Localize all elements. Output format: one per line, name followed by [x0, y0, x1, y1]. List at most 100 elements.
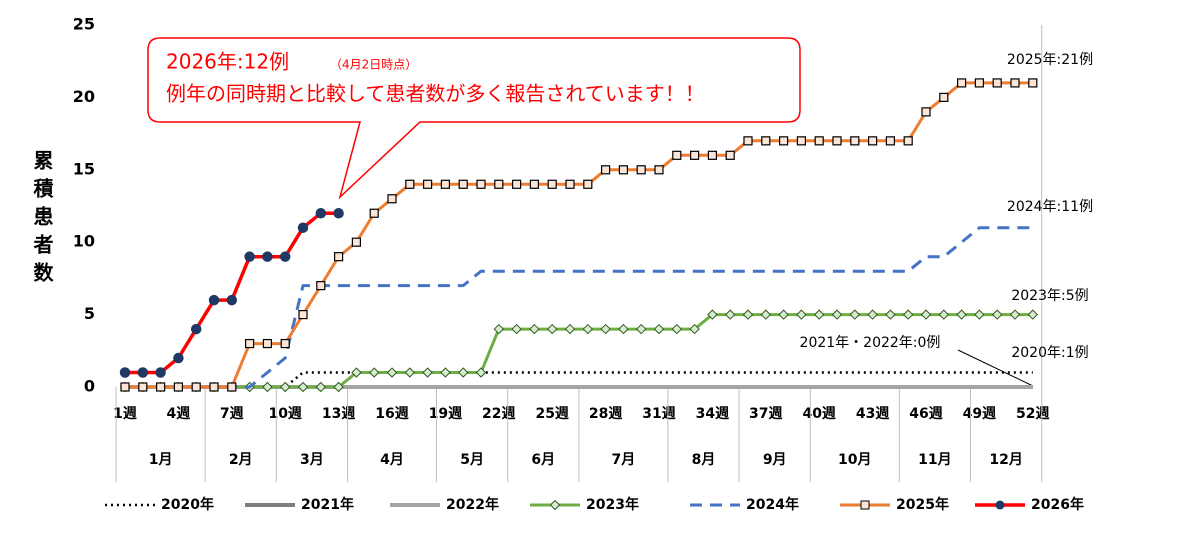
y-tick-label: 10 — [73, 232, 95, 251]
point — [867, 309, 878, 320]
point — [227, 382, 237, 392]
annotation: 2021年・2022年:0例 — [800, 335, 941, 351]
point — [156, 382, 166, 392]
point — [351, 237, 361, 247]
legend-label: 2024年 — [746, 496, 799, 513]
series-line — [125, 226, 1033, 389]
point — [796, 309, 807, 320]
series-line — [125, 371, 1033, 389]
legend-label: 2026年 — [1031, 496, 1084, 513]
point — [440, 367, 451, 378]
point — [529, 179, 540, 189]
point — [885, 309, 896, 320]
legend-marker — [995, 500, 1005, 510]
x-group-label: 4月 — [380, 452, 404, 468]
y-axis-label: 累積患者数 — [30, 150, 54, 290]
x-group-label: 1月 — [149, 452, 173, 468]
point — [778, 136, 789, 146]
point — [724, 309, 736, 320]
x-tick-label: 25週 — [535, 406, 568, 422]
annotation: 2025年:21例 — [1007, 52, 1093, 68]
point — [422, 367, 433, 378]
point — [368, 367, 380, 378]
x-tick-label: 13週 — [322, 406, 355, 422]
point — [672, 150, 682, 160]
x-tick-label: 40週 — [802, 406, 835, 422]
point — [635, 323, 647, 335]
point — [208, 294, 220, 306]
point — [190, 323, 202, 335]
point — [921, 107, 931, 117]
x-group-label: 6月 — [531, 452, 555, 468]
legend-marker — [549, 499, 561, 511]
point — [725, 150, 735, 160]
point — [493, 323, 505, 335]
y-tick-label: 15 — [73, 159, 95, 178]
point — [832, 136, 842, 146]
point — [939, 92, 949, 103]
point — [618, 323, 629, 335]
x-tick-label: 28週 — [589, 406, 622, 422]
x-tick-label: 19週 — [429, 406, 462, 422]
point — [689, 150, 700, 160]
point — [992, 78, 1002, 88]
x-tick-label: 7週 — [220, 406, 244, 422]
x-tick-label: 34週 — [696, 406, 729, 422]
legend-item: 2020年 — [105, 496, 214, 513]
point — [689, 323, 700, 335]
x-tick-label: 43週 — [856, 406, 889, 422]
point — [120, 382, 130, 392]
y-tick-label: 20 — [73, 87, 95, 106]
x-group-label: 7月 — [612, 452, 636, 468]
callout-note: （4月2日時点） — [330, 58, 417, 72]
point — [173, 382, 183, 392]
point — [956, 309, 967, 320]
point — [386, 367, 398, 378]
point — [814, 136, 824, 146]
point — [796, 136, 807, 146]
x-group-label: 12月 — [989, 452, 1022, 468]
annotation: 2024年:11例 — [1007, 199, 1093, 215]
x-group-label: 8月 — [692, 452, 716, 468]
x-tick-label: 4週 — [167, 406, 191, 422]
legend-label: 2022年 — [446, 496, 499, 513]
y-tick-label: 25 — [73, 15, 95, 34]
point — [262, 251, 273, 262]
point — [742, 309, 754, 320]
x-tick-label: 22週 — [482, 406, 515, 422]
point — [707, 150, 718, 160]
point — [1009, 309, 1021, 320]
point — [974, 309, 985, 320]
point — [850, 136, 860, 146]
series-line — [125, 81, 1033, 389]
point — [475, 367, 487, 378]
annotation: 2020年:1例 — [1011, 345, 1088, 361]
x-group-label: 3月 — [300, 452, 324, 468]
y-tick-label: 5 — [84, 304, 95, 323]
x-tick-label: 1週 — [113, 406, 137, 422]
point — [280, 338, 290, 349]
point — [457, 367, 469, 378]
point — [279, 381, 291, 393]
point — [404, 367, 416, 378]
point — [387, 194, 397, 204]
point — [245, 338, 255, 349]
series-line — [125, 211, 339, 375]
legend-item: 2024年 — [690, 496, 799, 513]
point — [813, 309, 825, 320]
callout-title: 2026年:12例 — [166, 50, 289, 74]
point — [618, 165, 629, 175]
x-tick-label: 16週 — [375, 406, 408, 422]
point — [511, 179, 522, 189]
point — [173, 352, 184, 364]
point — [546, 323, 558, 335]
point — [529, 323, 540, 335]
point — [494, 179, 504, 189]
point — [351, 367, 362, 378]
point — [440, 179, 450, 189]
point — [262, 381, 273, 393]
x-tick-label: 10週 — [268, 406, 301, 422]
point — [867, 136, 878, 146]
point — [760, 309, 772, 320]
